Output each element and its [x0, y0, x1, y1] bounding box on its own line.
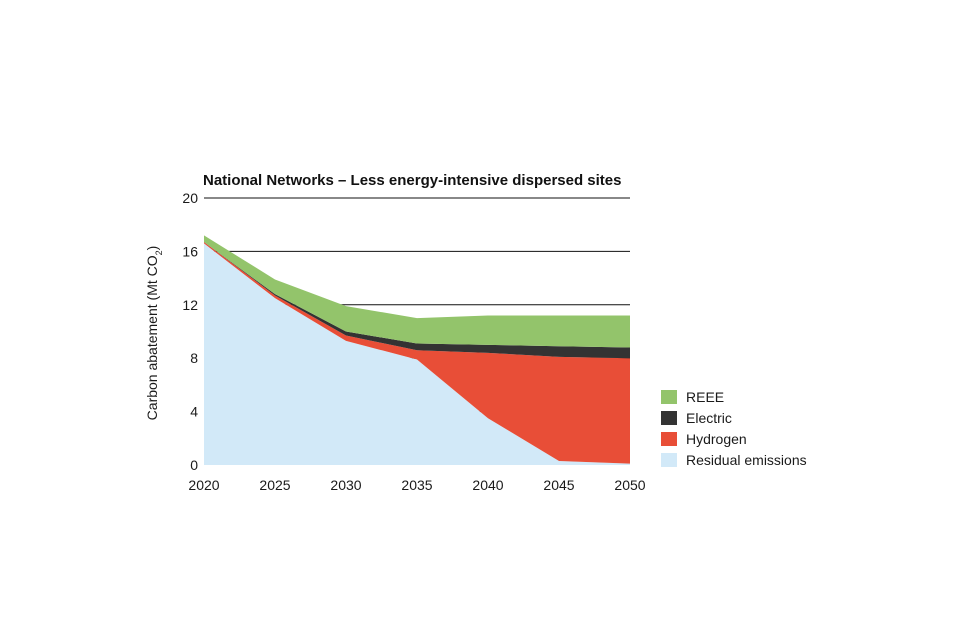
stacked-areas	[204, 235, 630, 465]
legend-swatch-electric	[661, 411, 677, 425]
x-axis-ticks: 2020 2025 2030 2035 2040 2045 2050	[188, 477, 645, 493]
x-tick-label-2025: 2025	[259, 477, 290, 493]
x-tick-label-2045: 2045	[543, 477, 574, 493]
y-axis-ticks: 0 4 8 12 16 20	[182, 190, 198, 473]
y-tick-label-16: 16	[182, 243, 198, 259]
chart-title: National Networks – Less energy-intensiv…	[203, 172, 622, 189]
area-residual-emissions	[204, 243, 630, 465]
x-tick-label-2020: 2020	[188, 477, 219, 493]
legend-label-residual-emissions: Residual emissions	[686, 452, 807, 468]
y-tick-label-8: 8	[190, 350, 198, 366]
legend-label-electric: Electric	[686, 410, 732, 426]
legend-swatch-reee	[661, 390, 677, 404]
area-reee	[204, 235, 630, 348]
y-axis-title-subscript: 2	[154, 250, 164, 255]
legend-swatch-hydrogen	[661, 432, 677, 446]
legend-label-hydrogen: Hydrogen	[686, 431, 747, 447]
area-hydrogen	[204, 242, 630, 464]
legend-swatch-residual-emissions	[661, 453, 677, 467]
x-tick-label-2050: 2050	[614, 477, 645, 493]
y-axis-title-suffix: )	[144, 246, 160, 251]
y-tick-label-20: 20	[182, 190, 198, 206]
y-tick-label-4: 4	[190, 404, 198, 420]
legend-label-reee: REEE	[686, 389, 724, 405]
y-axis-title-main: Carbon abatement (Mt CO	[144, 255, 160, 420]
y-axis-title: Carbon abatement (Mt CO2)	[144, 246, 164, 421]
x-tick-label-2040: 2040	[472, 477, 503, 493]
legend: REEE Electric Hydrogen Residual emissions	[661, 389, 807, 468]
y-tick-label-0: 0	[190, 457, 198, 473]
y-tick-label-12: 12	[182, 297, 198, 313]
x-tick-label-2035: 2035	[401, 477, 432, 493]
x-tick-label-2030: 2030	[330, 477, 361, 493]
